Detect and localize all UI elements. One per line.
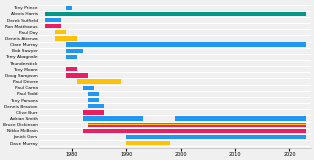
Bar bbox=[66, 55, 77, 59]
Bar bbox=[66, 6, 72, 10]
Bar bbox=[175, 116, 306, 121]
Bar bbox=[88, 125, 306, 127]
Bar bbox=[126, 141, 170, 145]
Bar bbox=[83, 110, 105, 115]
Bar bbox=[88, 104, 105, 108]
Bar bbox=[88, 92, 99, 96]
Bar bbox=[66, 67, 77, 71]
Bar bbox=[88, 98, 99, 102]
Bar bbox=[88, 123, 306, 124]
Bar bbox=[66, 43, 306, 47]
Bar bbox=[77, 79, 121, 84]
Bar bbox=[66, 73, 88, 78]
Bar bbox=[45, 18, 61, 22]
Bar bbox=[45, 24, 61, 28]
Bar bbox=[56, 36, 77, 41]
Bar bbox=[83, 116, 143, 121]
Bar bbox=[56, 30, 66, 35]
Bar bbox=[83, 86, 94, 90]
Bar bbox=[88, 124, 306, 125]
Bar bbox=[45, 12, 306, 16]
Bar bbox=[126, 135, 306, 139]
Bar bbox=[66, 49, 83, 53]
Bar bbox=[83, 129, 306, 133]
